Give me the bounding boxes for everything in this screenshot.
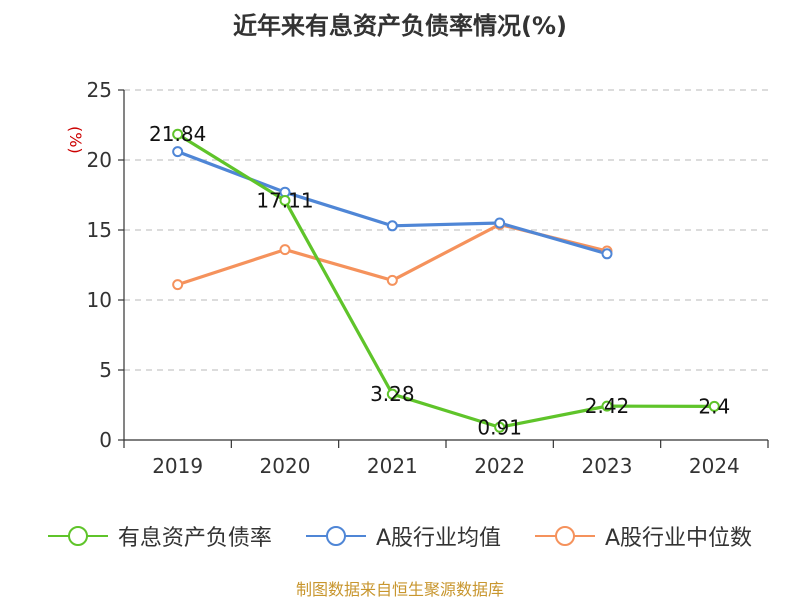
y-tick-label: 15 xyxy=(87,218,112,242)
y-tick-label: 20 xyxy=(87,148,112,172)
data-point xyxy=(601,248,613,260)
y-tick-label: 5 xyxy=(99,358,112,382)
data-point xyxy=(279,194,291,206)
series-line xyxy=(176,132,715,429)
data-point xyxy=(708,400,720,412)
legend-line-icon xyxy=(47,524,108,548)
legend: 有息资产负债率 A股行业均值 A股行业中位数 xyxy=(0,520,800,552)
chart-title: 近年来有息资产负债率情况(%) xyxy=(233,12,567,40)
data-label: 0.91 xyxy=(477,415,522,439)
legend-label: A股行业均值 xyxy=(375,526,501,551)
series-points xyxy=(172,128,720,433)
data-point xyxy=(386,220,398,232)
x-tick-label: 2024 xyxy=(689,454,740,478)
data-labels: 21.84 17.11 3.28 0.91 2.42 2.4 xyxy=(149,122,730,439)
data-point xyxy=(386,274,398,286)
data-point xyxy=(386,388,398,400)
x-tick-label: 2019 xyxy=(152,454,203,478)
series-lines xyxy=(176,132,715,429)
data-point xyxy=(601,400,613,412)
data-label: 17.11 xyxy=(256,188,313,212)
grid-lines xyxy=(124,89,768,371)
legend-label: 有息资产负债率 xyxy=(117,526,272,551)
data-point xyxy=(172,279,184,291)
data-label: 21.84 xyxy=(149,122,206,146)
data-point xyxy=(279,244,291,256)
y-unit-label: (%) xyxy=(66,126,85,154)
data-label: 2.4 xyxy=(698,394,730,418)
data-label: 2.42 xyxy=(585,394,630,418)
series-line xyxy=(177,150,608,256)
x-tick-label: 2023 xyxy=(582,454,633,478)
x-tick-label: 2020 xyxy=(260,454,311,478)
y-tick-label: 10 xyxy=(87,288,112,312)
legend-label: A股行业中位数 xyxy=(605,526,753,551)
x-tick-label: 2021 xyxy=(367,454,418,478)
data-label: 3.28 xyxy=(370,382,415,406)
y-tick-label: 25 xyxy=(87,78,112,102)
data-point xyxy=(172,146,184,158)
legend-line-icon xyxy=(305,524,366,548)
legend-item-series-2[interactable]: A股行业均值 xyxy=(305,520,501,552)
y-tick-label: 0 xyxy=(99,428,112,452)
legend-line-icon xyxy=(535,524,595,548)
source-note: 制图数据来自恒生聚源数据库 xyxy=(295,580,504,599)
data-point xyxy=(494,217,506,229)
axes: 0 5 10 15 20 25 2019 2020 2021 2022 2023 2024 xyxy=(87,78,769,478)
data-point xyxy=(494,421,506,433)
legend-item-series-1[interactable]: 有息资产负债率 xyxy=(47,520,272,552)
x-tick-label: 2022 xyxy=(474,454,525,478)
data-point xyxy=(172,128,184,140)
legend-item-series-3[interactable]: A股行业中位数 xyxy=(535,520,752,552)
